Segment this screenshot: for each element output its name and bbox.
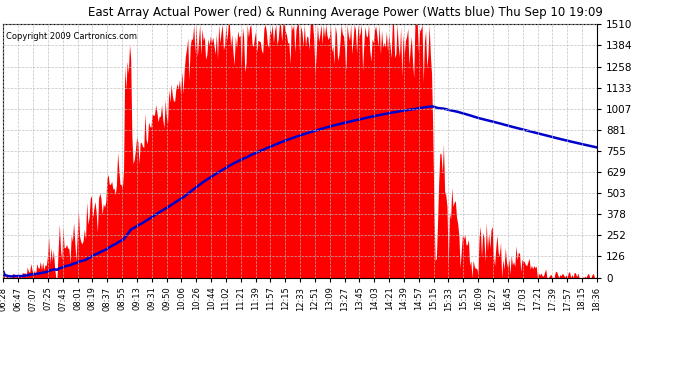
Text: East Array Actual Power (red) & Running Average Power (Watts blue) Thu Sep 10 19: East Array Actual Power (red) & Running … [88, 6, 602, 19]
Text: Copyright 2009 Cartronics.com: Copyright 2009 Cartronics.com [6, 32, 137, 41]
